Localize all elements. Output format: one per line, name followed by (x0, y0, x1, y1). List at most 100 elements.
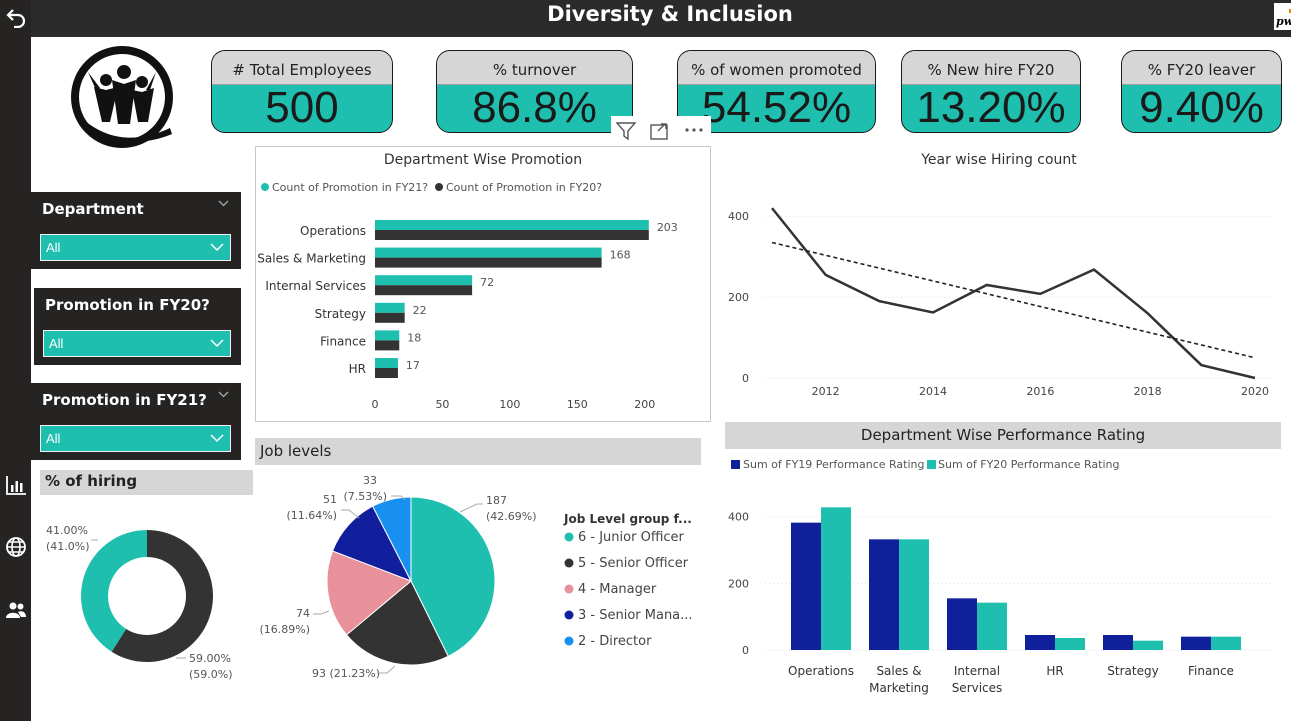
dropdown-value: All (46, 431, 61, 446)
x-tick-label: 2016 (1026, 385, 1054, 398)
bar-fy20 (375, 230, 649, 240)
pie-slice (410, 496, 496, 657)
kpi-value: 500 (265, 83, 339, 132)
legend-label: 6 - Junior Officer (578, 530, 685, 545)
performance-rating-chart[interactable]: Sum of FY19 Performance Rating Sum of FY2… (725, 450, 1281, 700)
chart-title: Department Wise Promotion (384, 152, 582, 168)
donut-slice (81, 530, 147, 652)
performance-title: Department Wise Performance Rating (725, 422, 1281, 449)
bar-fy21 (375, 302, 405, 313)
department-promotion-chart[interactable]: Department Wise Promotion Count of Promot… (255, 146, 711, 422)
pie-slice (326, 550, 412, 636)
slice-label: 59.00% (189, 652, 231, 665)
back-arrow-icon[interactable] (3, 6, 28, 31)
y-tick-label: 200 (728, 291, 749, 304)
x-tick-label: 200 (634, 398, 655, 411)
x-tick-label: 2014 (919, 385, 947, 398)
pwc-logo-text: pwc (1276, 15, 1291, 28)
legend-label: 3 - Senior Mana... (578, 608, 693, 623)
data-label: 72 (480, 276, 494, 289)
bar-fy19 (1025, 635, 1055, 650)
data-label: 18 (407, 331, 421, 344)
filter-icon[interactable] (615, 122, 637, 141)
kpi-total-employees: # Total Employees 500 (211, 50, 393, 133)
slice-label: 33 (363, 474, 377, 487)
bar-fy21 (375, 358, 398, 368)
legend-marker-fy20 (927, 460, 936, 469)
y-tick-label: 200 (728, 577, 749, 590)
category-label: Operations (788, 664, 854, 678)
legend-label: Sum of FY19 Performance Rating (743, 458, 924, 471)
category-label: Strategy (1107, 664, 1158, 678)
leader-line (391, 495, 406, 501)
focus-mode-icon[interactable] (650, 123, 668, 140)
legend-marker (564, 558, 574, 568)
kpi-new-hire: % New hire FY20 13.20% (901, 50, 1081, 133)
dropdown-value: All (46, 240, 61, 255)
promotion-fy20-dropdown[interactable]: All (43, 330, 231, 357)
category-label: Services (952, 681, 1003, 695)
more-options-icon[interactable] (685, 128, 703, 132)
slice-label: 74 (296, 607, 310, 620)
leader-line (341, 509, 360, 519)
data-label: 22 (413, 304, 427, 317)
slice-label: 93 (21.23%) (312, 667, 380, 680)
y-tick-label: 0 (742, 372, 749, 385)
company-logo (60, 42, 196, 152)
leader-line (313, 610, 330, 615)
donut-slice (111, 530, 213, 662)
promotion-fy21-dropdown[interactable]: All (40, 425, 231, 452)
legend-label: Sum of FY20 Performance Rating (938, 458, 1119, 471)
chevron-down-icon[interactable] (218, 198, 229, 209)
visual-header (611, 116, 711, 144)
legend-marker (564, 584, 574, 594)
leader-line (459, 503, 483, 513)
slicer-promotion-fy20: Promotion in FY20? All (34, 288, 241, 365)
x-tick-label: 2018 (1134, 385, 1162, 398)
x-tick-label: 0 (372, 398, 379, 411)
people-icon[interactable] (3, 599, 28, 624)
bar-fy21 (375, 330, 400, 341)
bar-chart-icon[interactable] (3, 474, 28, 499)
category-label: Sales & (876, 664, 921, 678)
globe-icon[interactable] (3, 536, 28, 561)
kpi-turnover: % turnover 86.8% (436, 50, 633, 133)
y-tick-label: 400 (728, 511, 749, 524)
legend-marker-fy19 (731, 460, 740, 469)
x-tick-label: 2012 (812, 385, 840, 398)
y-tick-label: 400 (728, 210, 749, 223)
x-tick-label: 150 (567, 398, 588, 411)
slicer-label: Department (42, 200, 144, 218)
category-label: Finance (320, 334, 366, 348)
hiring-title: % of hiring (40, 470, 253, 495)
year-hiring-chart[interactable]: Year wise Hiring count 0 200 400 2012 2014 201… (725, 146, 1281, 406)
slicer-label: Promotion in FY21? (42, 391, 207, 409)
department-dropdown[interactable]: All (40, 234, 231, 261)
slicer-department: Department All (31, 192, 241, 269)
y-tick-label: 0 (742, 644, 749, 657)
kpi-value: 13.20% (916, 83, 1066, 132)
bar-fy19 (1181, 636, 1211, 650)
legend-marker (564, 636, 574, 646)
bar-fy19 (947, 598, 977, 650)
chevron-down-icon (210, 243, 224, 252)
kpi-label: % turnover (437, 51, 632, 85)
job-levels-pie-chart[interactable]: 187 (42.69%) 93 (21.23%) 74 (16.89%) 51 (11.64… (255, 468, 701, 698)
legend-label: 4 - Manager (578, 582, 657, 597)
legend-label: Count of Promotion in FY20? (446, 181, 602, 194)
kpi-label: % of women promoted (678, 51, 875, 85)
promotion-chart-frame (255, 146, 711, 422)
kpi-value: 9.40% (1139, 83, 1264, 132)
slice-sublabel: (7.53%) (343, 490, 387, 503)
hiring-line (771, 207, 1256, 380)
chevron-down-icon[interactable] (218, 389, 229, 400)
slice-sublabel: (42.69%) (486, 510, 537, 523)
kpi-women-promoted: % of women promoted 54.52% (677, 50, 876, 133)
x-tick-label: 100 (499, 398, 520, 411)
kpi-value: 86.8% (472, 83, 597, 132)
hiring-donut-chart[interactable]: 41.00% (41.0%) 59.00% (59.0%) (36, 500, 251, 700)
kpi-label: % FY20 leaver (1122, 51, 1281, 85)
chart-title: Year wise Hiring count (920, 152, 1077, 168)
bar-fy20 (1055, 638, 1085, 650)
